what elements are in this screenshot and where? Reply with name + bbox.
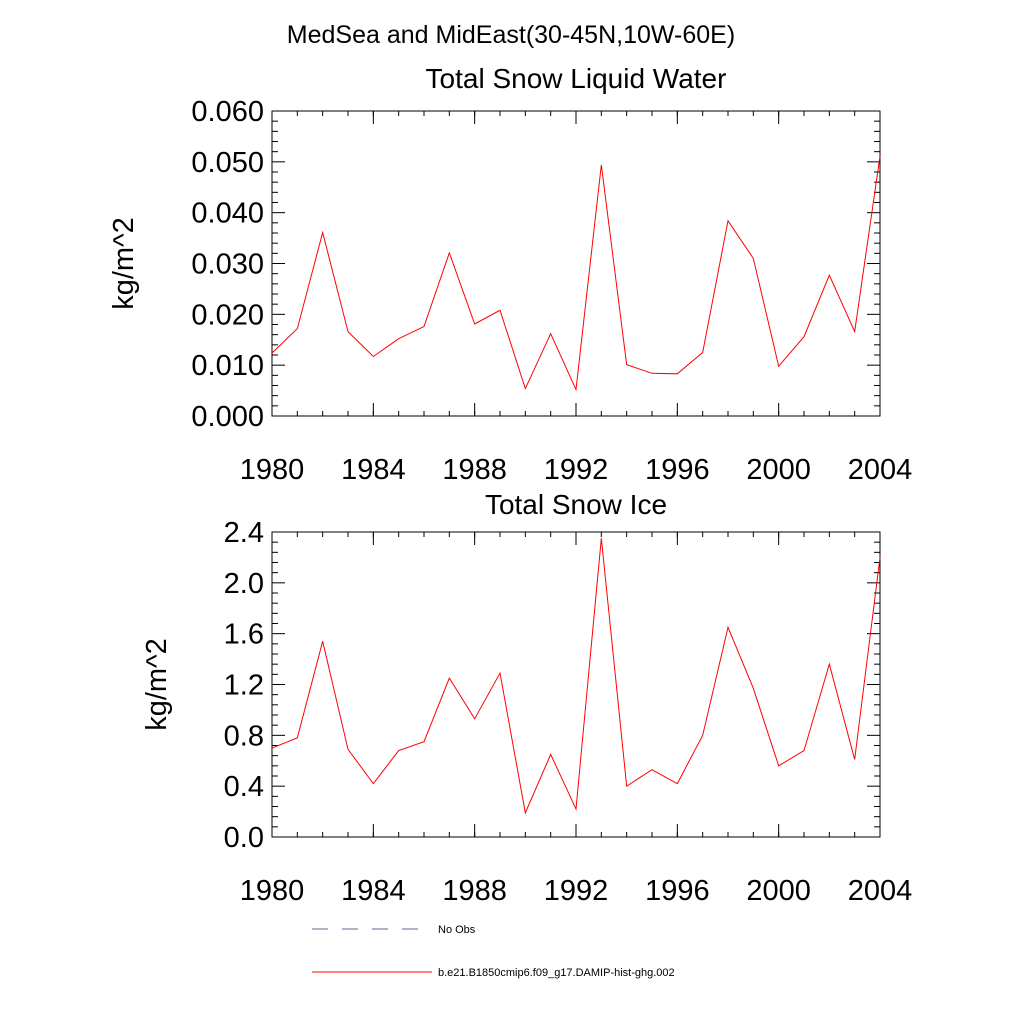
y-tick-label: 1.2 bbox=[224, 670, 264, 702]
y-axis-label: kg/m^2 bbox=[108, 217, 140, 310]
figure-suptitle: MedSea and MidEast(30-45N,10W-60E) bbox=[287, 21, 735, 49]
x-tick-label: 2000 bbox=[746, 875, 811, 907]
x-tick-label: 1996 bbox=[645, 875, 710, 907]
x-tick-label: 2004 bbox=[848, 875, 913, 907]
x-tick-label: 2004 bbox=[848, 454, 913, 486]
panel-snow-ice: Total Snow Ice kg/m^2 1980 1984 1988 1992 1996… bbox=[141, 489, 912, 907]
legend: No Obs b.e21.B1850cmip6.f09_g17.DAMIP-his… bbox=[312, 924, 675, 979]
series-line bbox=[271, 156, 881, 392]
x-tick-label: 1992 bbox=[544, 875, 609, 907]
y-tick-label: 0.040 bbox=[191, 198, 264, 230]
y-tick-label: 1.6 bbox=[224, 619, 264, 651]
y-tick-label: 0.060 bbox=[191, 96, 264, 128]
y-axis-label: kg/m^2 bbox=[141, 638, 173, 731]
plot-frame bbox=[271, 531, 881, 838]
x-tick-label: 2000 bbox=[746, 454, 811, 486]
x-tick-label: 1984 bbox=[341, 875, 406, 907]
legend-label: No Obs bbox=[438, 924, 476, 936]
y-tick-label: 0.030 bbox=[191, 249, 264, 281]
y-tick-label: 2.0 bbox=[224, 568, 264, 600]
series-line bbox=[271, 538, 881, 815]
y-tick-label: 0.0 bbox=[224, 822, 264, 854]
panel-title: Total Snow Ice bbox=[485, 489, 667, 520]
legend-label: b.e21.B1850cmip6.f09_g17.DAMIP-hist-ghg.… bbox=[438, 967, 675, 979]
x-tick-label: 1980 bbox=[240, 454, 305, 486]
x-tick-label: 1996 bbox=[645, 454, 710, 486]
x-tick-label: 1980 bbox=[240, 875, 305, 907]
y-tick-label: 2.4 bbox=[224, 517, 264, 549]
panel-snow-liquid-water: Total Snow Liquid Water kg/m^2 1980 1984 198… bbox=[108, 63, 912, 486]
x-tick-label: 1988 bbox=[442, 454, 507, 486]
x-tick-label: 1988 bbox=[442, 875, 507, 907]
y-tick-label: 0.020 bbox=[191, 299, 264, 331]
x-tick-label: 1984 bbox=[341, 454, 406, 486]
plot-frame bbox=[271, 110, 881, 417]
panel-title: Total Snow Liquid Water bbox=[426, 63, 727, 94]
y-tick-label: 0.8 bbox=[224, 720, 264, 752]
y-tick-label: 0.010 bbox=[191, 350, 264, 382]
y-tick-label: 0.4 bbox=[224, 771, 264, 803]
x-tick-label: 1992 bbox=[544, 454, 609, 486]
y-tick-label: 0.000 bbox=[191, 401, 264, 433]
y-tick-label: 0.050 bbox=[191, 147, 264, 179]
